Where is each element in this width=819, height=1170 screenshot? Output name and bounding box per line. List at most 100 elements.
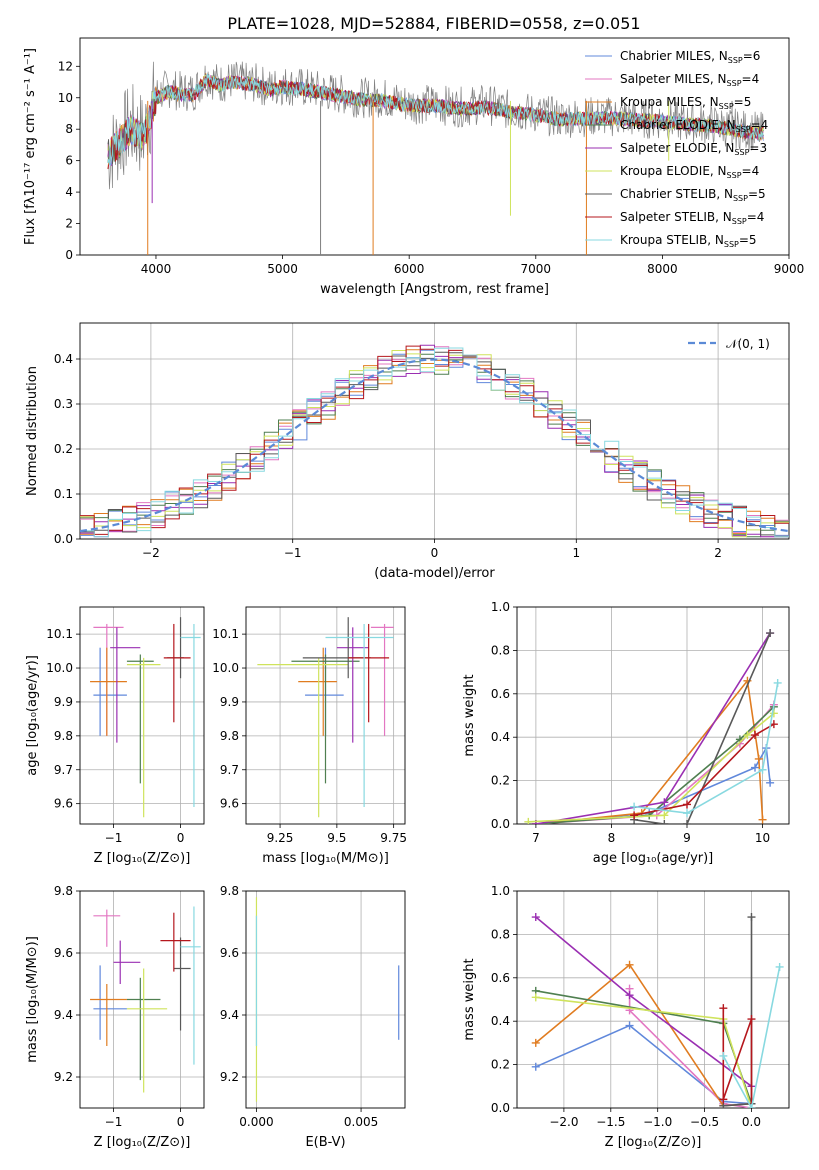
error-bar-point — [325, 623, 394, 808]
y-tick-label: 9.2 — [54, 1070, 73, 1084]
error-bar-point — [180, 906, 201, 1065]
y-tick-label: 2 — [65, 217, 73, 231]
x-tick-label: 8 — [608, 831, 616, 845]
axes-frame — [79, 322, 790, 540]
y-tick-label: 0.2 — [491, 1058, 510, 1072]
mass-weight-marker — [524, 817, 533, 824]
error-bar-point — [348, 623, 390, 723]
mass-weight-marker — [747, 1015, 756, 1024]
x-axis-label: mass [log₁₀(M/M⊙)] — [262, 851, 389, 866]
y-tick-label: 9.8 — [54, 729, 73, 743]
model-spectrum-line — [107, 73, 764, 166]
y-tick-label: 10.1 — [212, 627, 239, 641]
mass-weight-marker — [758, 815, 767, 824]
mass-weight-marker — [625, 960, 634, 969]
y-tick-label: 0.8 — [491, 643, 510, 657]
mass-weight-marker — [751, 731, 759, 740]
mass-weight-marker — [531, 993, 540, 1002]
mass-weight-series — [634, 682, 779, 814]
mass-weight-series — [535, 963, 752, 1107]
error-bar-point — [370, 623, 394, 736]
y-tick-label: 0.8 — [491, 927, 510, 941]
x-tick-label: 9.75 — [380, 831, 407, 845]
x-tick-label: 7000 — [521, 262, 552, 276]
legend-entry: Kroupa STELIB, NSSP=5 — [620, 233, 757, 249]
error-bar-point — [298, 647, 337, 736]
y-tick-label: 0.4 — [491, 730, 510, 744]
mass-weight-marker — [660, 811, 669, 820]
x-tick-label: 10 — [755, 831, 770, 845]
x-tick-label: 9 — [683, 831, 691, 845]
y-tick-label: 10.0 — [46, 661, 73, 675]
mass-weight-marker — [766, 629, 775, 638]
x-tick-label: −2 — [142, 546, 160, 560]
x-tick-label: −1 — [105, 831, 123, 845]
y-tick-label: 9.9 — [220, 695, 239, 709]
x-axis-label: E(B-V) — [305, 1135, 345, 1150]
x-tick-label: 0 — [177, 1115, 185, 1129]
residuals-chart: −2 −1 0 1 2 0.0 0.1 0.2 0.3 0.4 (data-model)/error… — [25, 322, 790, 581]
mass-weight-marker — [747, 913, 756, 922]
mass-weight-marker — [683, 800, 691, 809]
y-axis-label: mass weight — [462, 958, 477, 1040]
y-tick-label: 9.8 — [220, 729, 239, 743]
y-axis-label: age [log₁₀(age/yr)] — [25, 655, 40, 776]
legend-entry: Chabrier STELIB, NSSP=5 — [620, 187, 766, 203]
mass-weight-marker — [683, 820, 691, 824]
x-axis-label: Z [log₁₀(Z/Z⊙)] — [94, 851, 191, 866]
mass-weight-marker — [630, 811, 639, 820]
y-tick-label: 9.7 — [54, 763, 73, 777]
x-axis-label: Z [log₁₀(Z/Z⊙)] — [94, 1135, 191, 1150]
y-tick-label: 0.0 — [54, 532, 73, 546]
y-tick-label: 0.6 — [491, 687, 510, 701]
error-bar-point — [93, 965, 127, 1040]
age-vs-Z-chart: −1 0 9.6 9.7 9.8 9.9 10.0 10.1 Z [log₁₀(Z/Z⊙)] ag… — [25, 606, 205, 866]
y-tick-label: 9.4 — [54, 1008, 73, 1022]
y-axis-label: mass [log₁₀(M/M⊙)] — [25, 936, 40, 1063]
mass-weight-marker — [773, 678, 782, 687]
x-tick-label: 2 — [714, 546, 722, 560]
error-bar-point — [167, 617, 184, 679]
mass-vs-EBV-chart: 0.000 0.005 9.2 9.4 9.6 9.8 E(B-V) — [220, 884, 406, 1150]
legend-entry: Chabrier MILES, NSSP=6 — [620, 49, 760, 65]
error-bar-point — [93, 909, 121, 947]
axes-frame — [245, 606, 406, 825]
y-tick-label: 12 — [58, 59, 73, 73]
mass-weight-series — [535, 1024, 752, 1105]
error-bar-point — [126, 657, 161, 818]
y-tick-label: 6 — [65, 154, 73, 168]
error-bar-point — [93, 647, 127, 736]
axes-frame — [516, 606, 790, 825]
mass-weight-series — [535, 704, 775, 824]
y-tick-label: 0 — [65, 248, 73, 262]
x-tick-label: −1.0 — [643, 1115, 672, 1129]
x-tick-label: 1 — [572, 546, 580, 560]
legend-entry: Kroupa MILES, NSSP=5 — [620, 95, 751, 111]
y-tick-label: 9.6 — [54, 946, 73, 960]
x-axis-label: (data-model)/error — [374, 566, 495, 581]
y-tick-label: 9.9 — [54, 695, 73, 709]
mass-weight-marker — [719, 1004, 728, 1013]
axes-frame — [79, 890, 205, 1109]
mass-weight-series — [528, 712, 775, 823]
x-tick-label: 8000 — [647, 262, 678, 276]
error-bar-point — [257, 657, 349, 818]
error-bar-point — [90, 647, 127, 736]
axes-frame — [79, 37, 790, 256]
error-bar-point — [110, 627, 141, 743]
error-bar-point — [160, 912, 191, 972]
y-axis-label: Flux [fλ10⁻¹⁷ erg cm⁻² s⁻¹ A⁻¹] — [23, 48, 38, 245]
error-bar-point — [180, 623, 201, 808]
x-tick-label: 5000 — [267, 262, 298, 276]
y-tick-label: 9.8 — [220, 884, 239, 898]
mass-weight-marker — [719, 1095, 728, 1104]
mass-weight-series — [633, 632, 771, 824]
error-bar-point — [173, 937, 191, 1031]
mass-weight-marker — [531, 913, 540, 922]
x-tick-label: 4000 — [141, 262, 172, 276]
y-tick-label: 0.0 — [491, 1101, 510, 1115]
y-tick-label: 9.6 — [220, 797, 239, 811]
legend-entry: Salpeter ELODIE, NSSP=3 — [620, 141, 767, 157]
x-tick-label: −1 — [284, 546, 302, 560]
weight-vs-age-plot-area — [524, 629, 782, 824]
